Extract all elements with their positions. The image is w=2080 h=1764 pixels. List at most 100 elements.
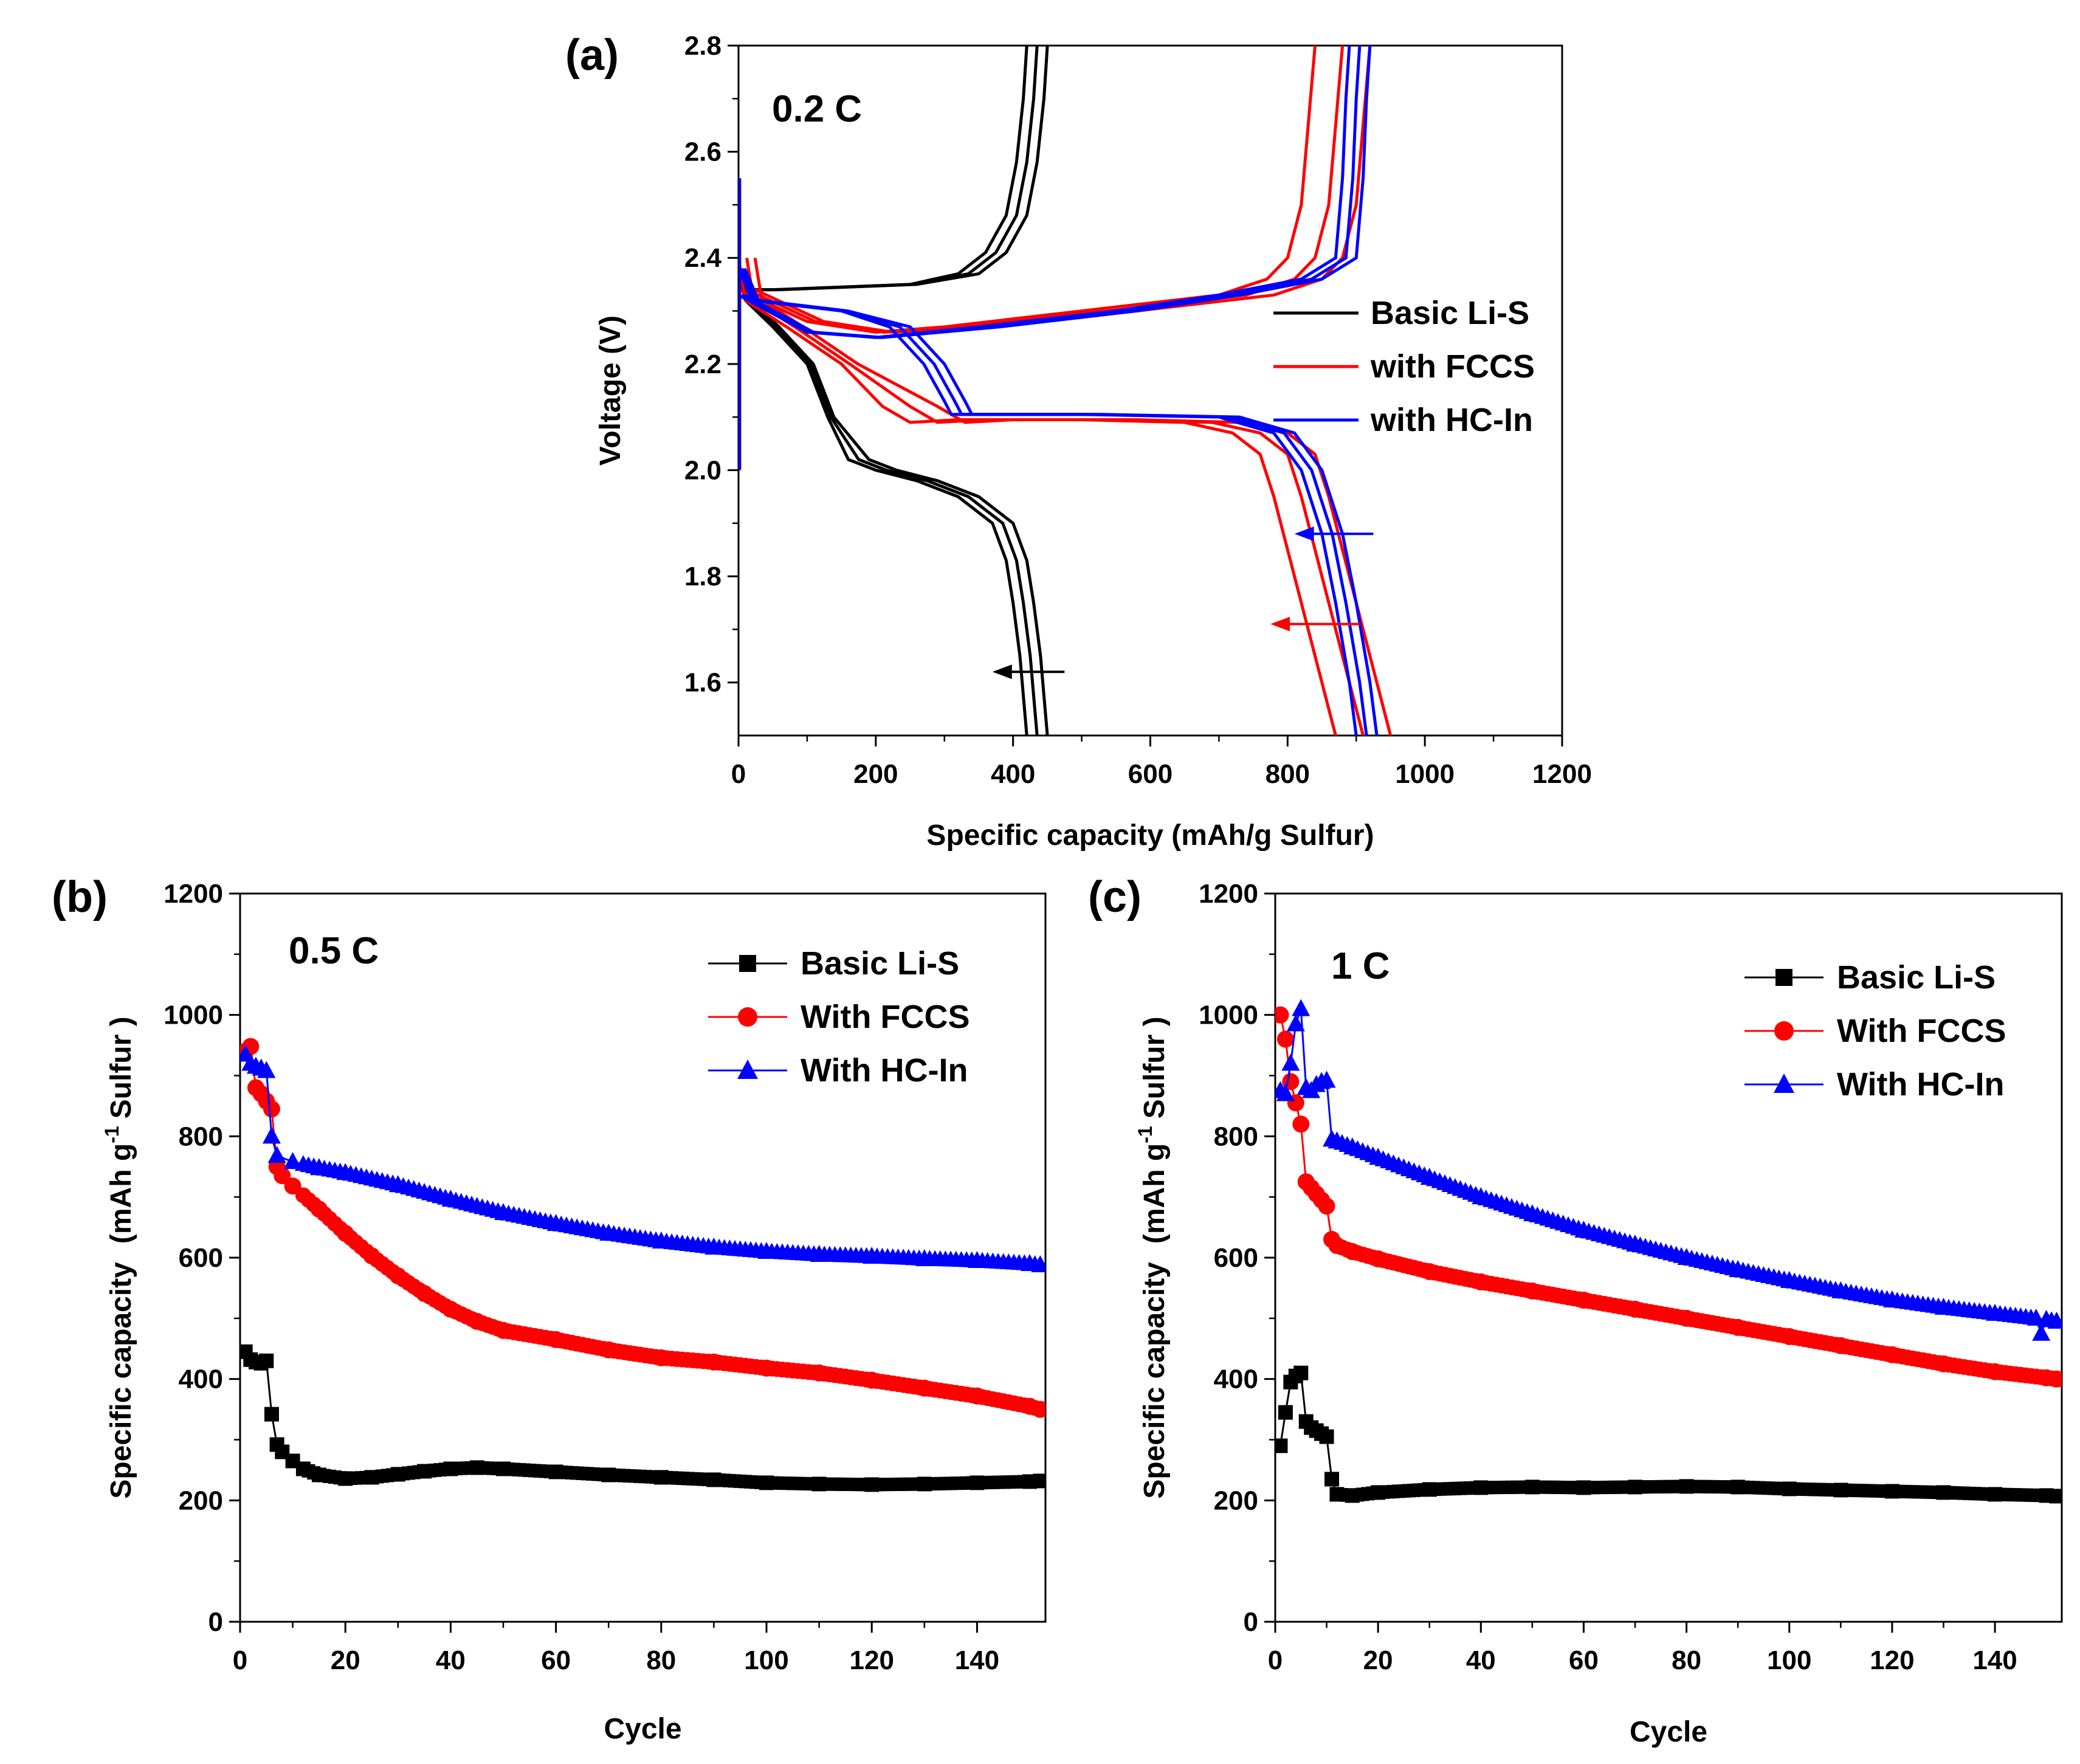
x-tick-label: 40 xyxy=(436,1645,466,1675)
y-tick-label: 1000 xyxy=(1199,1001,1258,1030)
y-tick-label: 800 xyxy=(1214,1121,1258,1151)
discharge-curve-0 xyxy=(739,268,1028,736)
x-tick-label: 140 xyxy=(955,1645,999,1675)
y-tick-label: 2.2 xyxy=(684,350,721,379)
x-tick-label: 0 xyxy=(1268,1645,1283,1675)
marker-triangle xyxy=(737,1059,758,1079)
x-tick-label: 100 xyxy=(1767,1645,1811,1675)
series-line-0 xyxy=(1279,1371,2057,1497)
marker-triangle xyxy=(257,1061,276,1078)
x-tick-label: 0 xyxy=(731,759,746,789)
plot-data xyxy=(1275,999,2062,1504)
x-tick-label: 20 xyxy=(1363,1645,1393,1675)
discharge-curve-1 xyxy=(753,257,1393,736)
marker-circle xyxy=(1275,1006,1289,1024)
discharge-curve-1 xyxy=(739,257,1337,736)
marker-triangle xyxy=(2027,1309,2045,1325)
panel-label: (c) xyxy=(1088,873,1142,922)
marker-triangle xyxy=(1286,1014,1305,1032)
marker-square xyxy=(739,955,756,972)
x-tick-label: 40 xyxy=(1466,1645,1496,1675)
marker-square xyxy=(1033,1474,1045,1488)
direction-arrowhead xyxy=(992,664,1012,680)
y-tick-label: 200 xyxy=(179,1486,223,1515)
y-axis-title-part: Specific capacity xyxy=(1138,1262,1171,1499)
series-line-0 xyxy=(244,1351,1041,1486)
x-axis-title: Specific capacity (mAh/g Sulfur) xyxy=(926,819,1374,852)
y-tick-label: 400 xyxy=(1214,1365,1258,1394)
marker-square xyxy=(1278,1405,1293,1420)
direction-arrowhead xyxy=(1270,616,1290,632)
y-axis-title-part: Sulfur ) xyxy=(1138,1016,1171,1118)
x-tick-label: 600 xyxy=(1128,759,1173,789)
legend-label: Basic Li-S xyxy=(801,945,959,982)
y-tick-label: 1.8 xyxy=(684,562,721,591)
charge-curve-0 xyxy=(742,46,1039,292)
y-tick-label: 1000 xyxy=(164,1001,223,1030)
discharge-curve-0 xyxy=(740,268,1039,736)
marker-circle xyxy=(284,1177,301,1195)
marker-triangle xyxy=(2033,1324,2050,1340)
y-tick-label: 2.4 xyxy=(684,243,722,273)
x-axis-title: Cycle xyxy=(1630,1716,1707,1748)
marker-circle xyxy=(1774,1021,1794,1041)
y-tick-label: 600 xyxy=(179,1243,223,1273)
y-tick-label: 400 xyxy=(179,1365,223,1394)
marker-triangle xyxy=(262,1126,281,1144)
y-axis-title-part: -1 xyxy=(1134,1126,1156,1143)
marker-circle xyxy=(2048,1371,2062,1387)
y-axis-title: Voltage (V) xyxy=(594,315,627,466)
legend-label: With FCCS xyxy=(801,999,969,1035)
x-tick-label: 80 xyxy=(646,1645,676,1675)
marker-triangle xyxy=(2048,1312,2062,1328)
y-tick-label: 0 xyxy=(208,1607,223,1637)
panel-label: (a) xyxy=(565,31,619,80)
y-axis-title-part: (mAh g xyxy=(105,1143,137,1244)
marker-square xyxy=(259,1353,274,1368)
x-tick-label: 60 xyxy=(541,1645,571,1675)
marker-square xyxy=(1324,1472,1340,1487)
y-axis-title: Specific capacity (mAh g-1 Sulfur ) xyxy=(101,1016,137,1498)
marker-circle xyxy=(738,1007,757,1027)
y-tick-label: 0 xyxy=(1244,1607,1258,1637)
y-tick-label: 200 xyxy=(1214,1486,1258,1515)
y-tick-label: 600 xyxy=(1214,1243,1258,1273)
x-tick-label: 1000 xyxy=(1395,759,1455,789)
marker-triangle xyxy=(1774,1073,1794,1093)
marker-triangle xyxy=(1276,1084,1295,1101)
marker-square xyxy=(2050,1489,2062,1503)
x-tick-label: 120 xyxy=(850,1645,894,1675)
panel-label: (b) xyxy=(52,873,108,922)
marker-triangle xyxy=(1317,1070,1336,1088)
marker-square xyxy=(1319,1429,1334,1444)
y-tick-label: 2.0 xyxy=(684,455,721,485)
marker-circle xyxy=(1276,1030,1294,1048)
y-tick-label: 800 xyxy=(179,1121,223,1151)
x-tick-label: 0 xyxy=(233,1645,247,1675)
discharge-curve-2 xyxy=(740,267,1368,736)
marker-square xyxy=(1293,1365,1309,1380)
discharge-curve-1 xyxy=(745,257,1365,736)
marker-circle xyxy=(274,1167,291,1185)
y-axis-title-part: Specific capacity xyxy=(105,1262,137,1499)
marker-circle xyxy=(1032,1401,1045,1418)
marker-triangle xyxy=(1292,999,1310,1016)
legend-label: Basic Li-S xyxy=(1837,959,1996,996)
x-tick-label: 120 xyxy=(1870,1645,1914,1675)
legend-label: With HC-In xyxy=(1837,1066,2004,1103)
marker-circle xyxy=(1292,1115,1310,1133)
discharge-curve-2 xyxy=(743,267,1379,736)
panel-1: 0 20 40 60 80 100 120 140 0 200 400 600 800 1000 1200 C… xyxy=(52,873,1047,1745)
x-tick-label: 1200 xyxy=(1532,759,1592,789)
marker-square xyxy=(1775,969,1792,986)
x-tick-label: 20 xyxy=(331,1645,360,1675)
marker-triangle xyxy=(267,1146,286,1163)
y-tick-label: 2.8 xyxy=(684,31,721,61)
y-tick-label: 1200 xyxy=(164,879,223,909)
charge-curve-2 xyxy=(743,46,1372,339)
x-tick-label: 80 xyxy=(1672,1645,1701,1675)
legend-label: Basic Li-S xyxy=(1371,295,1529,331)
y-axis-title: Specific capacity (mAh g-1 Sulfur ) xyxy=(1134,1016,1171,1498)
x-tick-label: 140 xyxy=(1972,1645,2017,1675)
